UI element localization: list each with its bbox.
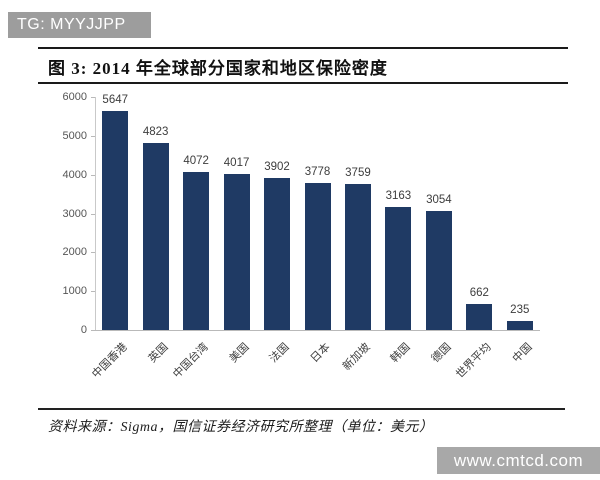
bar bbox=[506, 321, 533, 330]
y-axis-label: 1000 bbox=[62, 285, 87, 298]
y-axis-tick bbox=[91, 174, 95, 176]
bar bbox=[385, 207, 412, 330]
y-axis-tick bbox=[91, 135, 95, 137]
bar-value-label: 235 bbox=[510, 304, 530, 316]
bar-value-label: 3054 bbox=[426, 194, 452, 206]
y-axis-tick bbox=[91, 330, 95, 331]
y-axis-tick bbox=[91, 97, 95, 98]
bar-value-label: 3778 bbox=[304, 166, 331, 178]
bar-value-label: 4823 bbox=[142, 126, 169, 138]
y-axis-label: 5000 bbox=[62, 129, 87, 142]
y-axis-label: 2000 bbox=[62, 246, 87, 259]
bar bbox=[223, 174, 250, 330]
y-axis-tick bbox=[91, 252, 95, 254]
x-axis-line bbox=[95, 330, 540, 331]
bar bbox=[466, 304, 493, 330]
bar-value-label: 3759 bbox=[345, 167, 371, 179]
bar bbox=[344, 184, 371, 330]
y-axis-label: 3000 bbox=[62, 207, 87, 220]
y-axis-tick bbox=[91, 213, 95, 215]
bar-value-label: 3163 bbox=[385, 190, 412, 202]
y-axis-line bbox=[95, 97, 96, 330]
figure-title: 图 3: 2014 年全球部分国家和地区保险密度 bbox=[48, 59, 388, 78]
bar bbox=[142, 143, 169, 330]
bar-value-label: 662 bbox=[469, 287, 489, 299]
bar-value-label: 4072 bbox=[183, 155, 209, 167]
site-watermark: www.cmtcd.com bbox=[437, 447, 600, 474]
bar-value-label: 3902 bbox=[264, 161, 290, 173]
tg-banner: TG: MYYJJPP bbox=[8, 12, 151, 38]
title-top-rule bbox=[38, 47, 568, 49]
bar bbox=[425, 211, 452, 330]
bar bbox=[264, 178, 291, 330]
bar bbox=[102, 111, 129, 330]
bar-value-label: 5647 bbox=[102, 94, 129, 106]
bar bbox=[304, 183, 331, 330]
source-rule bbox=[38, 408, 565, 410]
bar-chart: 0 1000 2000 3000 4000 5000 6000 5647 中国香港 4823 英国 4… bbox=[0, 88, 600, 408]
bar bbox=[183, 172, 210, 330]
y-axis-label: 0 bbox=[80, 324, 87, 336]
y-axis-label: 4000 bbox=[62, 168, 87, 181]
title-bottom-rule bbox=[38, 82, 568, 84]
y-axis-label: 6000 bbox=[62, 91, 87, 103]
source-text: 资料来源：Sigma，国信证券经济研究所整理（单位：美元） bbox=[48, 420, 434, 435]
y-axis-tick bbox=[91, 291, 95, 293]
bar-value-label: 4017 bbox=[223, 157, 250, 169]
